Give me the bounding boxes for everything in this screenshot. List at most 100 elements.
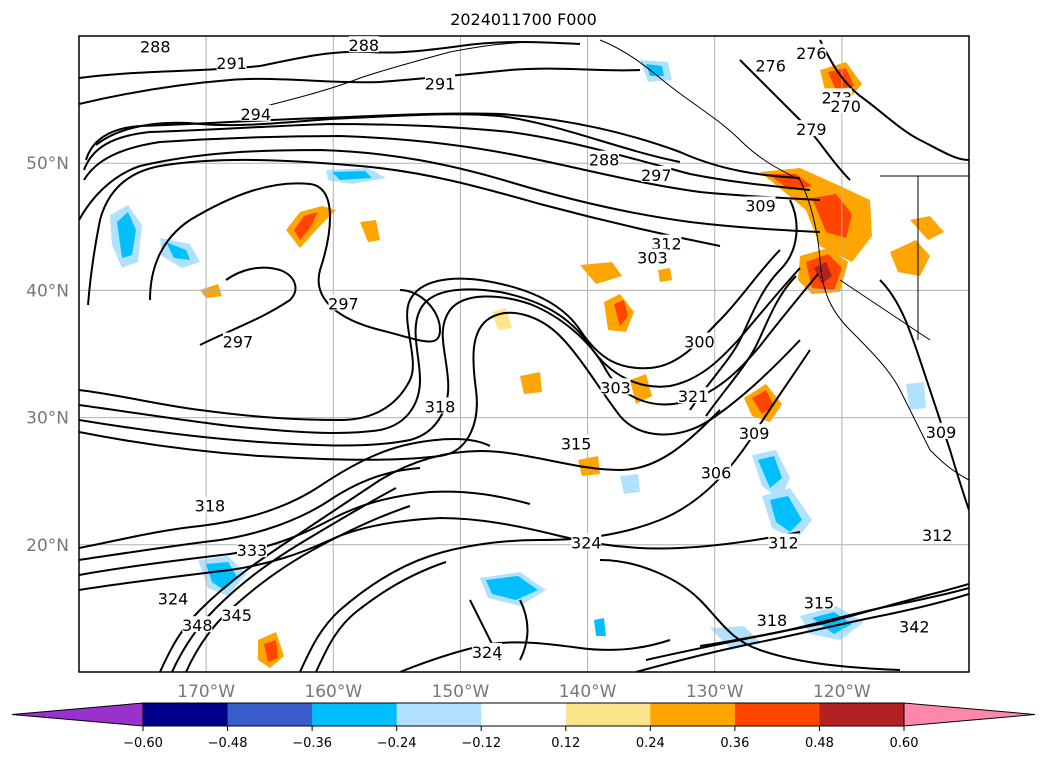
colorbar-segment bbox=[481, 703, 567, 726]
contour-label-background bbox=[678, 387, 709, 404]
contour-label-background bbox=[830, 97, 861, 114]
colorbar-tick-label: 0.48 bbox=[805, 736, 834, 751]
contour-line bbox=[699, 583, 969, 647]
contour-line bbox=[689, 199, 798, 411]
contour-label-background bbox=[745, 196, 776, 213]
contour-label: 324 bbox=[158, 589, 189, 608]
contour-line bbox=[159, 409, 721, 672]
shade-blob bbox=[758, 456, 782, 488]
contour-line bbox=[79, 149, 821, 233]
contour-label-background bbox=[756, 611, 787, 628]
contour-label-background bbox=[768, 533, 799, 550]
contour-label: 309 bbox=[739, 424, 770, 443]
contour-label: 345 bbox=[221, 606, 252, 625]
contour-line bbox=[83, 123, 811, 191]
contour-line bbox=[87, 158, 721, 306]
colorbar-tick-label: 0.24 bbox=[636, 736, 665, 751]
contour-line bbox=[645, 587, 969, 661]
shade-blob bbox=[594, 618, 606, 636]
contour-line bbox=[315, 561, 447, 672]
lat-tick-label: 40°N bbox=[26, 281, 69, 301]
contour-label: 303 bbox=[637, 249, 668, 268]
contour-label-background bbox=[641, 165, 672, 182]
contour-label-background bbox=[922, 525, 953, 542]
contour-label: 348 bbox=[182, 616, 213, 635]
shade-blob bbox=[294, 212, 318, 240]
contour-label: 318 bbox=[425, 397, 456, 416]
contour-label-background bbox=[589, 150, 620, 167]
shade-blob bbox=[620, 474, 640, 494]
colorbar-segment bbox=[819, 703, 905, 726]
colorbar-segment bbox=[227, 703, 313, 726]
contour-line bbox=[149, 182, 441, 343]
contour-label-background bbox=[700, 463, 731, 480]
contour-label-background bbox=[796, 43, 827, 60]
contour-line bbox=[79, 267, 801, 434]
contour-label: 342 bbox=[899, 617, 930, 636]
contour-line bbox=[79, 273, 819, 447]
contour-label: 309 bbox=[926, 423, 957, 442]
shade-blob bbox=[768, 174, 812, 190]
contour-label-background bbox=[803, 593, 834, 610]
contour-line bbox=[83, 135, 821, 201]
colorbar-tick-label: −0.12 bbox=[461, 736, 501, 751]
contour-label: 291 bbox=[216, 54, 247, 73]
shade-blob bbox=[520, 372, 542, 394]
contour-label-background bbox=[216, 53, 247, 70]
contour-label: 309 bbox=[745, 196, 776, 215]
shade-blob bbox=[890, 240, 930, 276]
contour-line bbox=[79, 249, 781, 421]
contour-label: 324 bbox=[472, 643, 503, 662]
colorbar-tick-label: −0.60 bbox=[123, 736, 163, 751]
shade-blob bbox=[264, 640, 278, 662]
colorbar-tick-label: 0.36 bbox=[720, 736, 749, 751]
lon-tick-label: 150°W bbox=[432, 682, 490, 702]
contour-label-background bbox=[561, 434, 592, 451]
contour-label: 312 bbox=[922, 526, 953, 545]
shade-blob bbox=[658, 268, 672, 282]
colorbar-segment bbox=[565, 703, 651, 726]
lat-tick-label: 20°N bbox=[26, 536, 69, 556]
shade-blob bbox=[166, 242, 190, 260]
contour-line bbox=[879, 279, 969, 511]
shade-blob bbox=[814, 262, 832, 284]
contour-label-background bbox=[637, 248, 668, 265]
contour-label: 303 bbox=[600, 378, 631, 397]
contour-label: 333 bbox=[237, 541, 268, 560]
colorbar-tick-label: −0.24 bbox=[377, 736, 417, 751]
contour-line bbox=[79, 517, 801, 591]
gridlines bbox=[79, 36, 969, 672]
contour-label-background bbox=[600, 378, 631, 395]
coastlines bbox=[249, 39, 969, 481]
shade-blob bbox=[117, 212, 136, 258]
lon-tick-label: 130°W bbox=[686, 682, 744, 702]
colorbar-extend-high bbox=[903, 702, 1036, 727]
contour-label-background bbox=[684, 332, 715, 349]
shade-blob bbox=[332, 171, 372, 180]
contour-label-background bbox=[182, 616, 213, 633]
contour-label: 297 bbox=[223, 333, 254, 352]
contour-line bbox=[819, 39, 969, 161]
contour-label: 321 bbox=[678, 387, 709, 406]
lon-tick-label: 170°W bbox=[177, 682, 235, 702]
contour-label: 312 bbox=[768, 534, 799, 553]
lon-tick-label: 160°W bbox=[304, 682, 362, 702]
contour-label: 318 bbox=[195, 497, 226, 516]
contour-label: 279 bbox=[796, 120, 827, 139]
lat-tick-label: 50°N bbox=[26, 154, 69, 174]
coastline-alaska bbox=[249, 39, 801, 181]
shade-blob bbox=[906, 382, 926, 410]
contour-label: 291 bbox=[425, 74, 456, 93]
contour-line bbox=[705, 275, 797, 417]
contour-label-background bbox=[221, 606, 252, 623]
colorbar-segment bbox=[396, 703, 482, 726]
contour-line bbox=[185, 505, 411, 672]
colorbar-tick-label: 0.60 bbox=[890, 736, 919, 751]
contour-label-background bbox=[240, 104, 271, 121]
contour-line bbox=[79, 467, 421, 561]
contour-line bbox=[635, 593, 969, 672]
colorbar-segment bbox=[650, 703, 736, 726]
contour-line bbox=[399, 639, 671, 672]
contour-label: 294 bbox=[240, 105, 271, 124]
contour-label: 318 bbox=[757, 611, 788, 630]
